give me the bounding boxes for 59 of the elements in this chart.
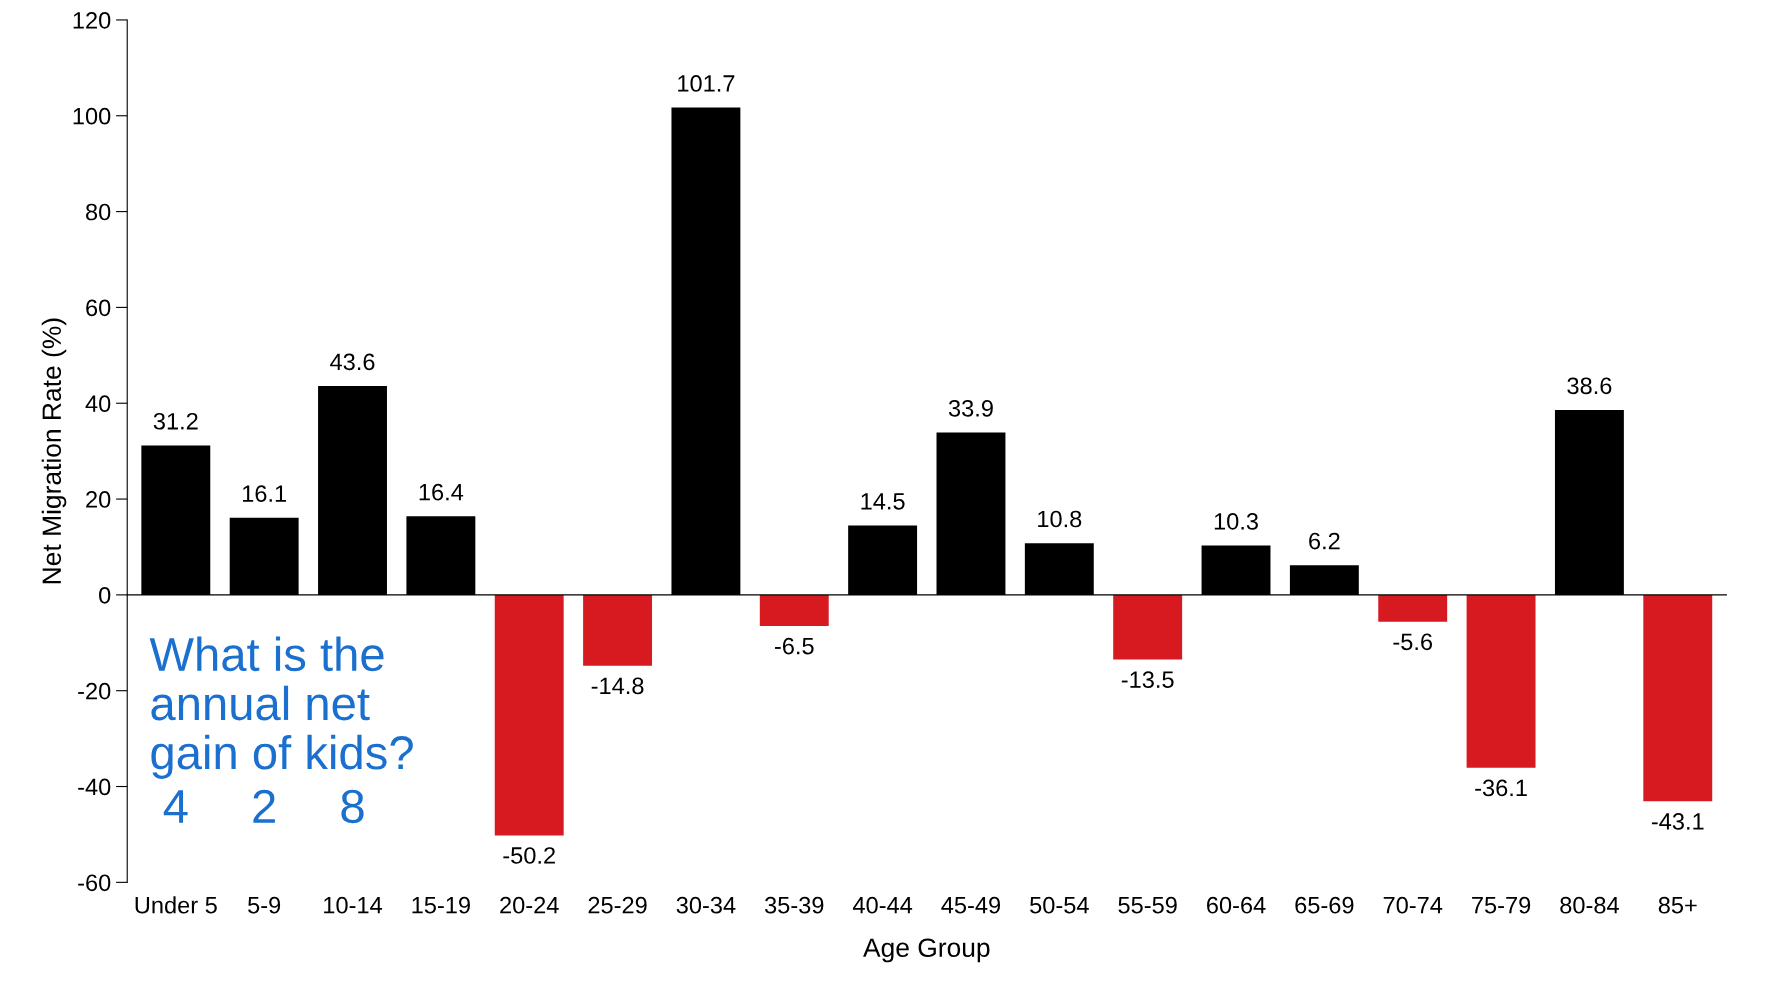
x-tick-label: 40-44 — [852, 896, 913, 914]
y-tick-label: 20 — [86, 491, 111, 508]
annotation: 4 — [163, 790, 188, 823]
y-tick-label: 120 — [73, 12, 111, 29]
bar — [1378, 594, 1448, 622]
data-label: -6.5 — [774, 637, 814, 655]
data-label: 43.6 — [330, 353, 375, 371]
x-tick-label: 70-74 — [1383, 896, 1443, 914]
x-tick-label: 20-24 — [500, 896, 559, 914]
bar — [583, 594, 653, 666]
x-tick-label: 45-49 — [941, 896, 1001, 914]
data-label: 10.3 — [1214, 513, 1258, 530]
data-label: -36.1 — [1475, 779, 1527, 797]
y-tick-label: -20 — [78, 682, 111, 700]
data-label: 31.2 — [153, 412, 198, 430]
bar — [759, 594, 829, 627]
x-tick-label: 85+ — [1658, 896, 1697, 914]
x-tick-label: 10-14 — [324, 896, 383, 914]
data-label: 16.4 — [419, 483, 464, 501]
x-tick-label: 75-79 — [1472, 896, 1531, 914]
y-tick-label: -40 — [78, 778, 111, 796]
data-label: -5.6 — [1393, 633, 1433, 651]
x-tick-label: 30-34 — [676, 896, 736, 914]
y-tick-label: 40 — [85, 395, 111, 413]
data-label: -43.1 — [1651, 813, 1704, 830]
x-tick-label: 35-39 — [764, 896, 824, 914]
x-tick-label: 60-64 — [1207, 896, 1266, 914]
y-tick-label: 80 — [86, 203, 111, 221]
data-label: 6.2 — [1309, 532, 1340, 550]
annotation: What is the annual net gain of kids? — [149, 636, 413, 779]
x-tick-label: 5-9 — [248, 896, 281, 914]
x-tick-label: 55-59 — [1118, 896, 1177, 914]
x-tick-label: 80-84 — [1560, 896, 1619, 914]
y-tick-label: 0 — [99, 586, 111, 604]
data-label: -14.8 — [591, 677, 644, 695]
bar — [1466, 594, 1536, 768]
x-tick-label: 15-19 — [412, 896, 470, 914]
bar — [1643, 594, 1713, 802]
data-label: 33.9 — [948, 399, 993, 417]
annotation: 2 — [253, 789, 275, 823]
bar — [494, 594, 564, 836]
x-tick-label: 50-54 — [1030, 896, 1089, 914]
y-tick-label: 100 — [73, 107, 111, 125]
data-label: -50.2 — [503, 847, 555, 864]
data-label: 16.1 — [242, 485, 286, 502]
x-tick-label: 65-69 — [1295, 896, 1354, 914]
annotation: 8 — [341, 789, 364, 824]
x-tick-label: 25-29 — [588, 896, 647, 914]
bar — [1113, 594, 1183, 660]
y-axis-title: Net Migration Rate (%) — [41, 318, 67, 584]
data-label: 101.7 — [678, 75, 735, 92]
data-label: 38.6 — [1567, 377, 1612, 395]
y-tick-label: 60 — [86, 299, 111, 317]
y-tick-label: -60 — [78, 874, 111, 892]
x-axis-title: Age Group — [863, 938, 990, 963]
data-label: 14.5 — [861, 493, 905, 510]
data-label: -13.5 — [1121, 671, 1174, 689]
data-label: 10.8 — [1038, 510, 1082, 528]
x-tick-label: Under 5 — [135, 896, 217, 914]
